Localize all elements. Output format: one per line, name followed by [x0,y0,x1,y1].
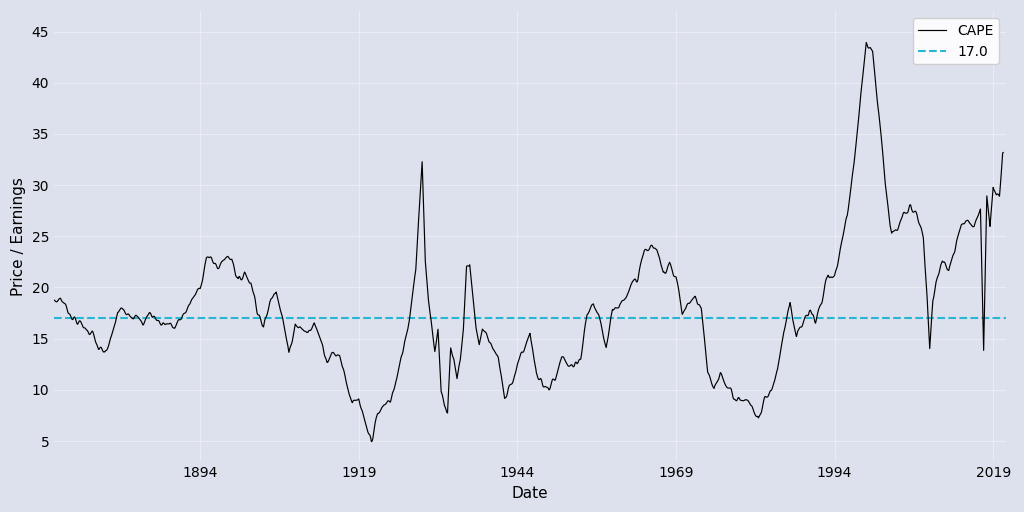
CAPE [321,357,333,364]
Line: CAPE: CAPE [54,42,1004,442]
CAPE [860,39,872,46]
CAPE [80,327,92,333]
Y-axis label: Price / Earnings: Price / Earnings [11,177,26,296]
Legend: CAPE, 17.0: CAPE, 17.0 [912,18,998,64]
CAPE [559,358,571,365]
CAPE [48,297,60,303]
CAPE [534,376,546,382]
CAPE [168,325,180,331]
CAPE [366,439,378,445]
X-axis label: Date: Date [512,486,548,501]
CAPE [578,336,590,343]
CAPE [997,150,1010,156]
